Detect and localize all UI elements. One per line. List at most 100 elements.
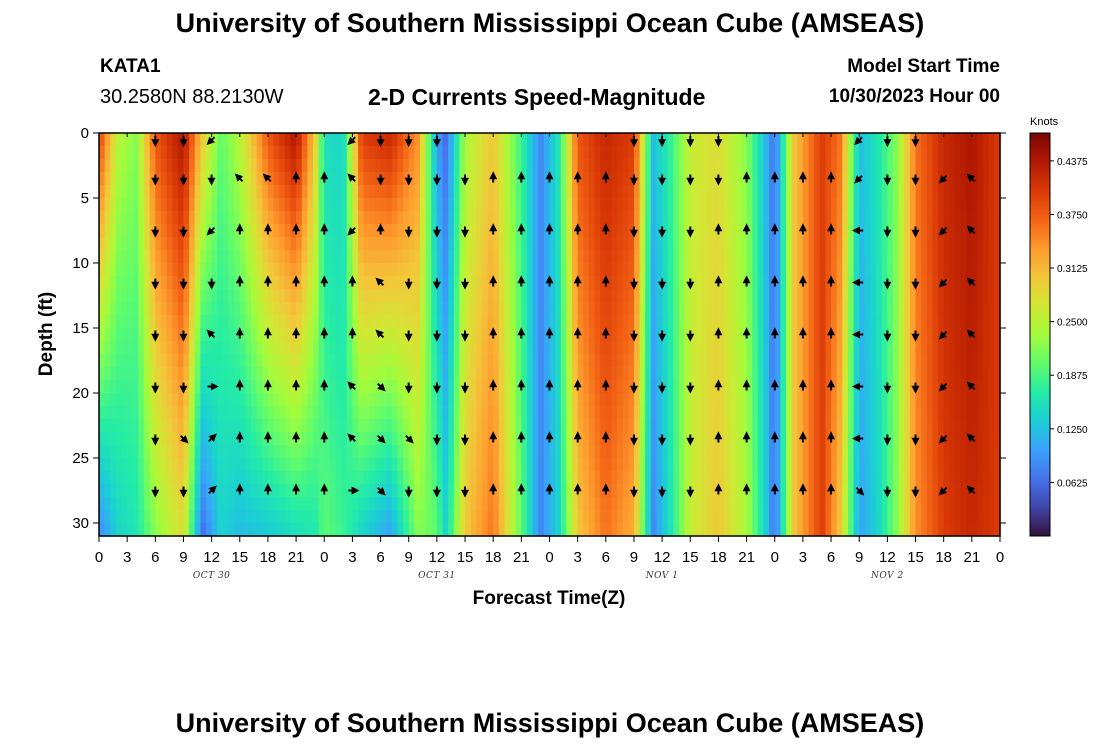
heat-cell	[594, 315, 601, 329]
heat-cell	[200, 211, 207, 225]
heat-cell	[757, 328, 765, 342]
heat-cell	[988, 419, 995, 433]
heat-cell	[493, 406, 500, 420]
heat-cell	[673, 159, 680, 173]
heat-cell	[780, 302, 787, 316]
heat-cell	[234, 445, 241, 459]
heat-cell	[312, 276, 320, 290]
heat-cell	[132, 445, 140, 459]
heat-cell	[312, 393, 320, 407]
heat-cell	[549, 523, 556, 537]
heat-cell	[549, 133, 556, 147]
heat-cell	[194, 250, 201, 264]
heat-cell	[949, 432, 956, 446]
heat-cell	[938, 198, 945, 212]
heat-cell	[915, 445, 922, 459]
heat-cell	[870, 263, 877, 277]
heat-cell	[160, 263, 168, 277]
heat-cell	[746, 458, 753, 472]
heat-cell	[110, 484, 117, 498]
heat-cell	[594, 224, 601, 238]
heat-cell	[538, 224, 545, 238]
heat-cell	[144, 224, 151, 238]
heat-cell	[622, 419, 629, 433]
heat-cell	[481, 146, 489, 160]
heat-cell	[932, 419, 939, 433]
heat-cell	[155, 510, 162, 524]
heat-cell	[588, 211, 596, 225]
heat-cell	[893, 263, 900, 277]
heat-cell	[752, 380, 759, 394]
heat-cell	[836, 458, 843, 472]
heat-cell	[166, 445, 173, 459]
heat-cell	[695, 419, 703, 433]
heat-cell	[510, 237, 517, 251]
heat-cell	[757, 159, 765, 173]
heat-cell	[132, 367, 140, 381]
heat-cell	[245, 510, 252, 524]
heat-cell	[876, 302, 883, 316]
heat-cell	[329, 159, 337, 173]
heat-cell	[555, 315, 562, 329]
heat-cell	[774, 354, 781, 368]
heat-cell	[510, 510, 517, 524]
heat-cell	[740, 367, 748, 381]
heat-cell	[774, 523, 781, 537]
heat-cell	[915, 341, 922, 355]
heat-cell	[307, 133, 314, 147]
heat-cell	[583, 276, 590, 290]
heat-cell	[724, 497, 731, 511]
heat-cell	[222, 263, 230, 277]
heat-cell	[966, 211, 973, 225]
heat-cell	[419, 133, 427, 147]
heat-cell	[448, 328, 455, 342]
heat-cell	[893, 211, 900, 225]
heat-cell	[110, 211, 117, 225]
heat-cell	[177, 159, 185, 173]
heat-cell	[583, 354, 590, 368]
heat-cell	[650, 263, 658, 277]
heat-cell	[251, 341, 258, 355]
heat-cell	[419, 484, 427, 498]
heat-cell	[312, 354, 320, 368]
heat-cell	[498, 406, 506, 420]
heat-cell	[510, 250, 517, 264]
heat-cell	[594, 289, 601, 303]
heat-cell	[239, 211, 247, 225]
heat-cell	[645, 497, 652, 511]
heat-cell	[160, 237, 168, 251]
heat-cell	[515, 289, 522, 303]
heat-cell	[132, 263, 140, 277]
heat-cell	[121, 328, 128, 342]
heat-cell	[284, 354, 292, 368]
heat-cell	[617, 458, 624, 472]
heat-cell	[256, 224, 263, 238]
heat-cell	[769, 146, 776, 160]
heat-cell	[515, 393, 522, 407]
heat-cell	[954, 523, 962, 537]
heat-cell	[724, 523, 731, 537]
heat-cell	[476, 133, 483, 147]
heat-cell	[797, 315, 804, 329]
heat-cell	[814, 263, 821, 277]
heat-cell	[324, 354, 331, 368]
heat-cell	[104, 250, 111, 264]
heat-cell	[819, 432, 827, 446]
heat-cell	[943, 185, 950, 199]
heat-cell	[904, 341, 911, 355]
heat-cell	[234, 146, 241, 160]
heat-cell	[949, 354, 956, 368]
heat-cell	[729, 250, 736, 264]
heat-cell	[172, 211, 179, 225]
heat-cell	[104, 263, 111, 277]
heat-cell	[493, 211, 500, 225]
heat-cell	[977, 354, 984, 368]
heat-cell	[419, 315, 427, 329]
heat-cell	[859, 185, 866, 199]
heat-cell	[617, 432, 624, 446]
heat-cell	[555, 484, 562, 498]
heat-cell	[780, 211, 787, 225]
heat-cell	[780, 250, 787, 264]
heat-cell	[403, 289, 410, 303]
heat-cell	[572, 510, 579, 524]
